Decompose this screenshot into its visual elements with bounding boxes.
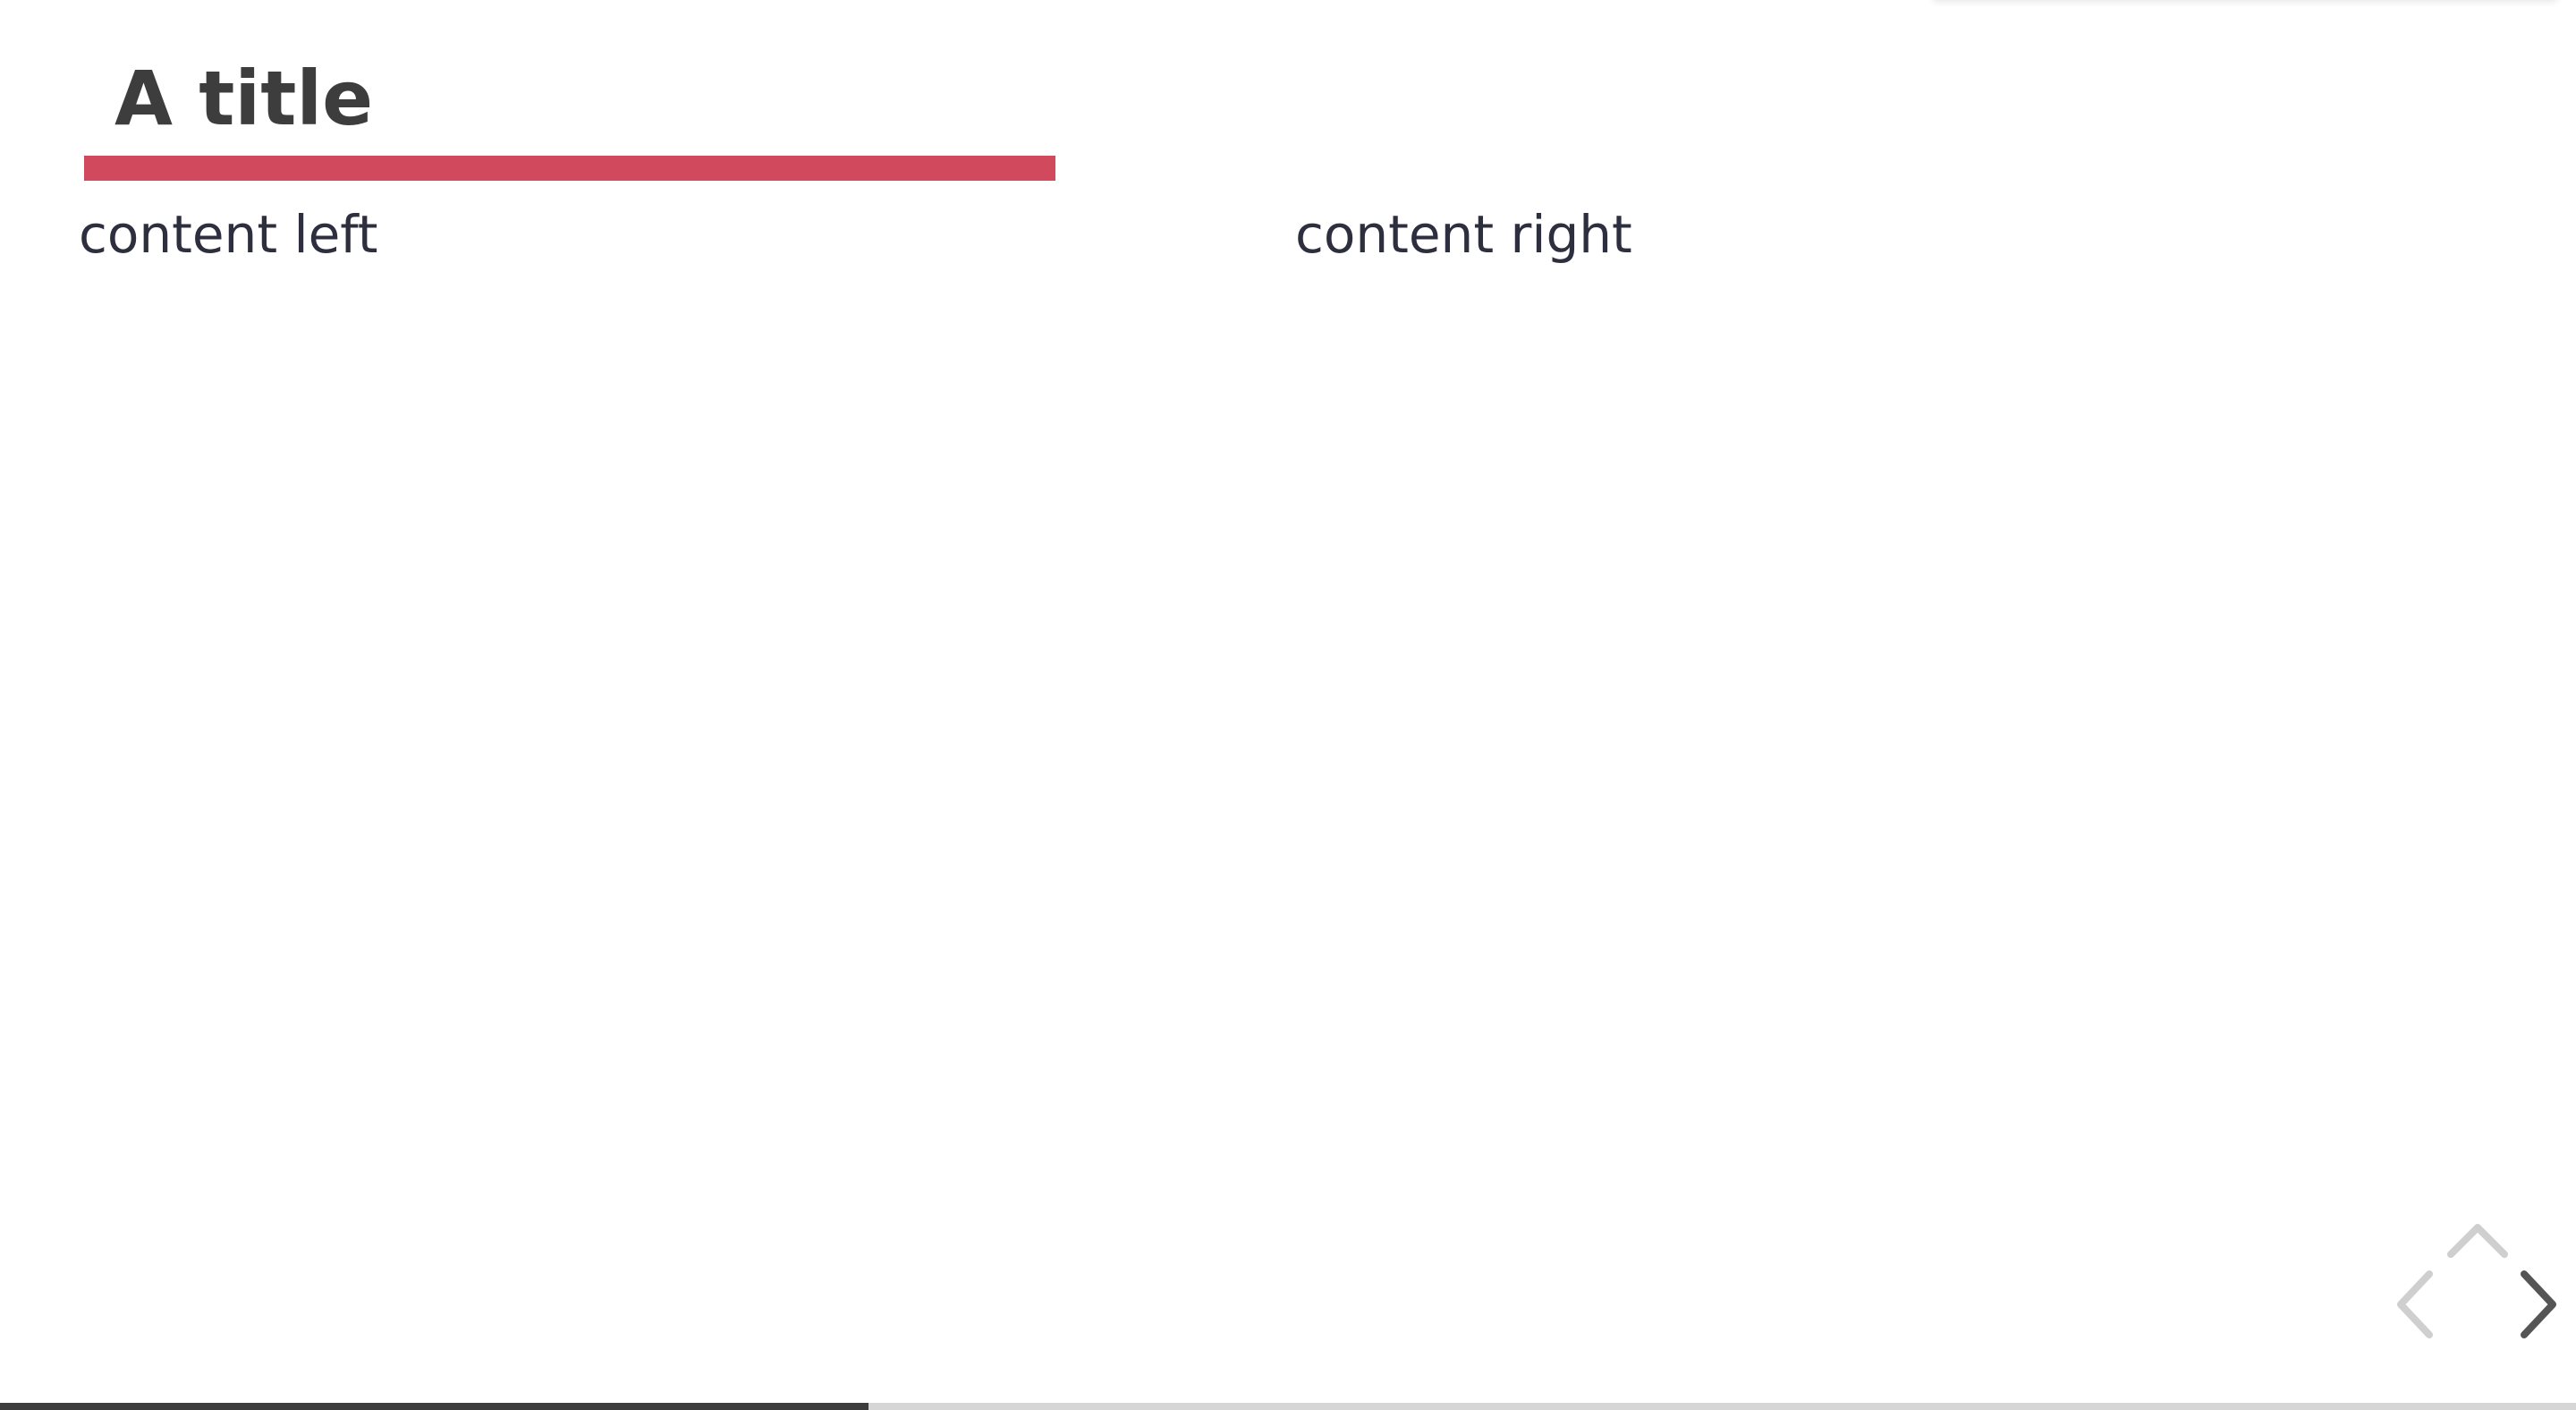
slide-title: A title [114,55,374,142]
chevron-left-icon [2397,1270,2433,1338]
chevron-up-icon [2447,1224,2508,1258]
navigate-up-button[interactable] [2442,1217,2513,1261]
content-left: content left [79,204,378,265]
chevron-right-icon [2521,1270,2556,1338]
content-right: content right [1295,204,1632,265]
navigate-left-button[interactable] [2394,1267,2438,1342]
progress-bar[interactable] [0,1403,2576,1410]
navigate-right-button[interactable] [2515,1267,2560,1342]
progress-fill [0,1403,869,1410]
navigation-controls [2379,1217,2576,1351]
title-underline-bar [84,156,1055,181]
